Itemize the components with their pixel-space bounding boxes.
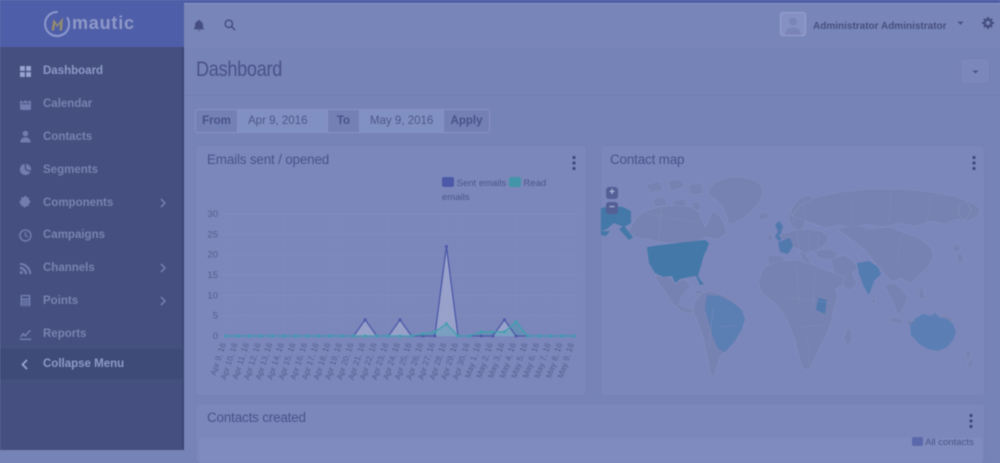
svg-text:5: 5 xyxy=(213,311,218,322)
svg-text:20: 20 xyxy=(207,250,218,261)
svg-text:10: 10 xyxy=(207,290,218,301)
svg-text:0: 0 xyxy=(213,331,218,342)
svg-text:30: 30 xyxy=(207,209,218,220)
svg-text:25: 25 xyxy=(207,229,218,240)
svg-text:15: 15 xyxy=(207,270,218,281)
